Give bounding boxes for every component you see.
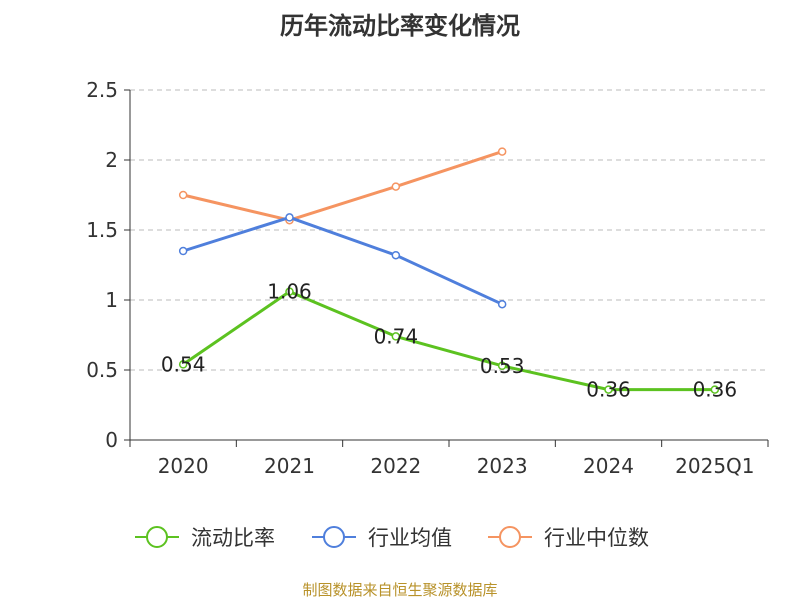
data-point-1[interactable] (285, 213, 294, 222)
source-note: 制图数据来自恒生聚源数据库 (302, 581, 498, 599)
data-point-1[interactable] (497, 299, 507, 309)
x-tick-label: 2022 (370, 454, 421, 478)
legend-label: 行业中位数 (544, 526, 649, 550)
chart-title: 历年流动比率变化情况 (280, 12, 520, 40)
series-line-2 (182, 150, 503, 222)
legend-item-0[interactable]: 流动比率 (135, 526, 275, 550)
legend-marker (323, 526, 345, 548)
data-point-0[interactable] (497, 361, 507, 371)
x-tick-label: 2021 (264, 454, 315, 478)
data-label: 1.06 (267, 280, 312, 304)
y-tick-label: 2 (105, 148, 118, 172)
data-point-2[interactable] (178, 190, 188, 200)
data-point-0[interactable] (391, 332, 401, 341)
data-label: 0.36 (586, 378, 631, 402)
legend-marker (146, 526, 168, 548)
x-tick-label: 2020 (158, 454, 209, 478)
y-tick-label: 1 (105, 288, 118, 312)
x-tick-label: 2025Q1 (675, 454, 754, 478)
series-lines (178, 147, 720, 394)
y-tick-label: 2.5 (86, 78, 118, 102)
legend-item-2[interactable]: 行业中位数 (488, 526, 649, 550)
data-point-0[interactable] (604, 385, 613, 394)
legend-label: 流动比率 (191, 526, 275, 550)
data-label: 0.54 (161, 352, 206, 376)
data-label: 0.36 (693, 378, 738, 402)
legend-item-1[interactable]: 行业均值 (312, 526, 452, 550)
y-tick-label: 1.5 (86, 218, 118, 242)
y-tick-label: 0.5 (86, 358, 118, 382)
data-label: 0.53 (480, 354, 525, 378)
data-point-0[interactable] (710, 385, 720, 394)
data-point-0[interactable] (178, 360, 188, 369)
legend-marker (499, 526, 521, 548)
data-point-2[interactable] (497, 147, 507, 156)
legend-label: 行业均值 (368, 526, 452, 550)
legend[interactable]: 流动比率 行业均值 行业中位数 (135, 526, 649, 550)
data-point-2[interactable] (391, 182, 401, 191)
x-tick-label: 2023 (477, 454, 528, 478)
data-point-1[interactable] (391, 250, 401, 260)
axes: 0 0.5 1 1.5 2 2.5 2020 2021 2022 2023 2024 2025Q1 (86, 78, 769, 478)
data-labels: 0.54 1.06 0.74 0.53 0.36 0.36 (161, 280, 737, 402)
grid-lines (130, 89, 768, 371)
data-point-1[interactable] (178, 246, 188, 256)
series-line-0 (182, 290, 715, 392)
data-label: 0.74 (374, 324, 419, 348)
x-tick-label: 2024 (583, 454, 634, 478)
y-tick-label: 0 (105, 428, 118, 452)
data-point-0[interactable] (285, 287, 294, 296)
series-line-1 (182, 215, 503, 306)
